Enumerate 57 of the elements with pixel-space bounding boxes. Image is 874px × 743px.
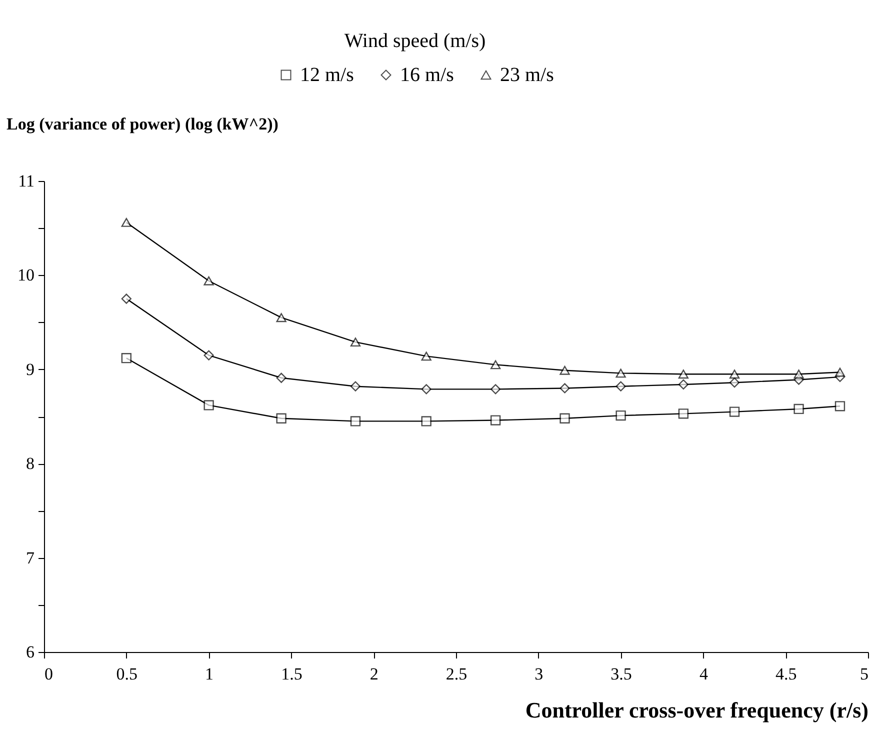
point [794,404,804,414]
y-tick-label: 10 [18,266,34,285]
point [350,338,361,347]
point [350,416,361,426]
point [121,353,132,364]
x-tick-label: 4 [699,664,708,684]
point [350,381,361,392]
point [834,401,846,412]
point [490,415,501,426]
point [121,294,132,304]
x-tick-label: 5 [860,664,868,684]
point [204,400,214,410]
y-tick-label: 9 [26,360,34,379]
point [616,410,626,421]
point [276,372,286,383]
point [560,413,570,424]
x-tick-label: 0 [44,664,53,684]
point [421,352,432,361]
point [729,378,740,388]
x-tick-label: 3.5 [610,664,632,684]
x-tick-label: 0.5 [116,664,138,684]
y-tick-label: 11 [18,172,34,190]
point [204,276,214,286]
x-tick-label: 1 [205,664,214,684]
point [490,360,501,370]
legend-label: 12 m/s [300,64,354,86]
point [678,379,688,390]
x-axis-title: Controller cross-over frequency (r/s) [525,698,868,722]
x-tick-label: 1.5 [281,664,302,684]
point [560,366,570,375]
point [421,416,432,426]
x-tick-label: 4.5 [775,664,797,684]
point [729,370,740,379]
point [616,368,626,378]
point [276,413,286,424]
y-tick-label: 6 [26,642,34,662]
x-tick-label: 3 [534,664,544,684]
point [729,406,740,417]
point [204,350,214,360]
legend-title: Wind speed (m/s) [344,30,486,52]
point [490,384,501,394]
y-tick-label: 7 [26,548,35,568]
point [616,381,626,392]
legend-label: 23 m/s [500,64,554,86]
point [560,383,570,394]
point [121,218,132,227]
point [834,368,846,377]
x-tick-label: 2.5 [446,664,468,684]
point [421,384,432,394]
x-tick-label: 2 [370,664,378,684]
legend-label: 16 m/s [400,64,454,86]
y-axis-title: Log (variance of power) (log (kW^2)) [6,114,278,134]
point [794,370,804,379]
point [276,313,286,322]
point [678,370,688,379]
point [678,408,688,419]
y-tick-label: 8 [26,454,34,474]
